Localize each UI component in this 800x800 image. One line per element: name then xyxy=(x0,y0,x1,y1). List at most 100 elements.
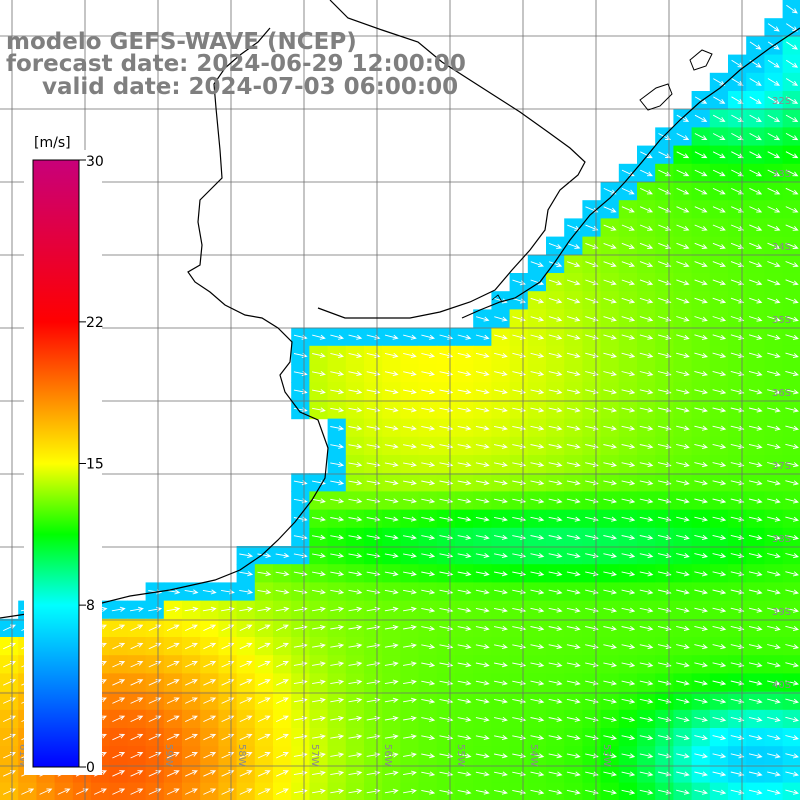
wind-arrow xyxy=(403,480,417,486)
latitude-label: 39S xyxy=(772,607,791,618)
wind-arrow xyxy=(676,771,690,777)
wind-arrow xyxy=(403,752,417,758)
wind-arrow xyxy=(330,589,345,595)
wind-arrow xyxy=(748,553,763,559)
wind-arrow xyxy=(475,735,490,741)
wind-arrow xyxy=(312,661,326,667)
wind-arrow xyxy=(694,96,708,104)
wind-arrow xyxy=(475,789,490,795)
wind-arrow xyxy=(348,788,363,794)
wind-arrow xyxy=(530,571,545,577)
wind-arrow xyxy=(312,715,326,722)
wind-arrow xyxy=(530,534,545,540)
wind-arrow xyxy=(712,297,727,304)
wind-arrow xyxy=(694,771,708,777)
wind-arrow xyxy=(767,462,781,468)
wind-arrow xyxy=(657,425,672,431)
wind-arrow xyxy=(694,206,708,213)
wind-arrow xyxy=(767,589,781,595)
wind-arrow xyxy=(748,352,763,358)
wind-arrow xyxy=(603,553,617,559)
wind-arrow xyxy=(475,625,490,631)
wind-speed-cell xyxy=(564,782,583,800)
wind-arrow xyxy=(730,443,745,449)
wind-arrow xyxy=(639,680,654,686)
wind-arrow xyxy=(421,716,436,722)
wind-arrow xyxy=(239,679,253,686)
wind-arrow xyxy=(421,443,436,449)
wind-arrow xyxy=(239,624,253,632)
wind-arrow xyxy=(348,498,363,504)
wind-arrow xyxy=(494,753,508,759)
wind-arrow xyxy=(348,770,363,776)
wind-arrow xyxy=(621,242,635,249)
wind-arrow xyxy=(403,389,417,395)
wind-arrow xyxy=(548,297,563,304)
wind-arrow xyxy=(621,607,636,613)
wind-speed-cell xyxy=(782,72,800,92)
wind-vector-field xyxy=(3,4,800,795)
wind-arrow xyxy=(694,625,708,631)
wind-arrow xyxy=(457,571,472,577)
wind-arrow xyxy=(730,735,745,741)
wind-arrow xyxy=(384,334,399,340)
wind-arrow xyxy=(421,534,436,540)
wind-arrow xyxy=(676,571,690,577)
wind-arrow xyxy=(348,697,363,703)
latitude-label: 38S xyxy=(772,534,791,545)
wind-arrow xyxy=(694,297,708,304)
wind-arrow xyxy=(658,151,672,159)
wind-arrow xyxy=(312,752,326,758)
wind-arrow xyxy=(421,644,436,650)
lagoon-outline xyxy=(639,83,673,111)
wind-arrow xyxy=(785,407,800,413)
wind-arrow xyxy=(548,480,563,486)
wind-arrow xyxy=(348,679,363,685)
wind-arrow xyxy=(639,516,654,522)
wind-arrow xyxy=(530,716,545,722)
wind-arrow xyxy=(457,789,472,795)
wind-arrow xyxy=(730,352,745,358)
wind-arrow xyxy=(530,771,545,777)
wind-arrow xyxy=(731,187,744,195)
wind-arrow xyxy=(348,571,363,577)
wind-arrow xyxy=(621,789,636,795)
wind-arrow xyxy=(530,389,545,395)
wind-arrow xyxy=(639,206,654,213)
wind-arrow xyxy=(257,606,272,612)
wind-arrow xyxy=(312,734,326,740)
wind-arrow xyxy=(748,516,763,522)
wind-arrow xyxy=(785,78,799,86)
wind-arrow xyxy=(603,589,617,595)
wind-arrow xyxy=(203,788,217,795)
wind-arrow xyxy=(676,224,690,231)
wind-arrow xyxy=(621,625,636,631)
wind-arrow xyxy=(475,498,490,504)
wind-arrow xyxy=(731,169,744,177)
wind-arrow xyxy=(694,680,708,686)
wind-arrow xyxy=(348,606,363,612)
wind-arrow xyxy=(403,443,417,449)
wind-arrow xyxy=(166,624,180,632)
wind-arrow xyxy=(239,733,253,741)
wind-arrow xyxy=(694,498,708,504)
wind-arrow xyxy=(603,644,617,650)
wind-arrow xyxy=(657,389,672,395)
wind-arrow xyxy=(185,715,198,723)
wind-arrow xyxy=(330,770,345,776)
wind-arrow xyxy=(276,697,289,704)
wind-arrow xyxy=(767,753,781,759)
wind-arrow xyxy=(530,407,545,413)
wind-arrow xyxy=(712,407,727,413)
wind-arrow xyxy=(566,680,581,686)
latitude-label: 36S xyxy=(772,388,791,399)
wind-arrow xyxy=(767,169,781,177)
wind-arrow xyxy=(166,679,180,686)
wind-arrow xyxy=(785,462,800,468)
wind-arrow xyxy=(475,698,490,704)
wind-arrow xyxy=(312,352,326,358)
wind-arrow xyxy=(785,315,799,322)
wind-arrow xyxy=(421,334,436,340)
wind-arrow xyxy=(713,96,726,104)
wind-arrow xyxy=(657,698,672,704)
